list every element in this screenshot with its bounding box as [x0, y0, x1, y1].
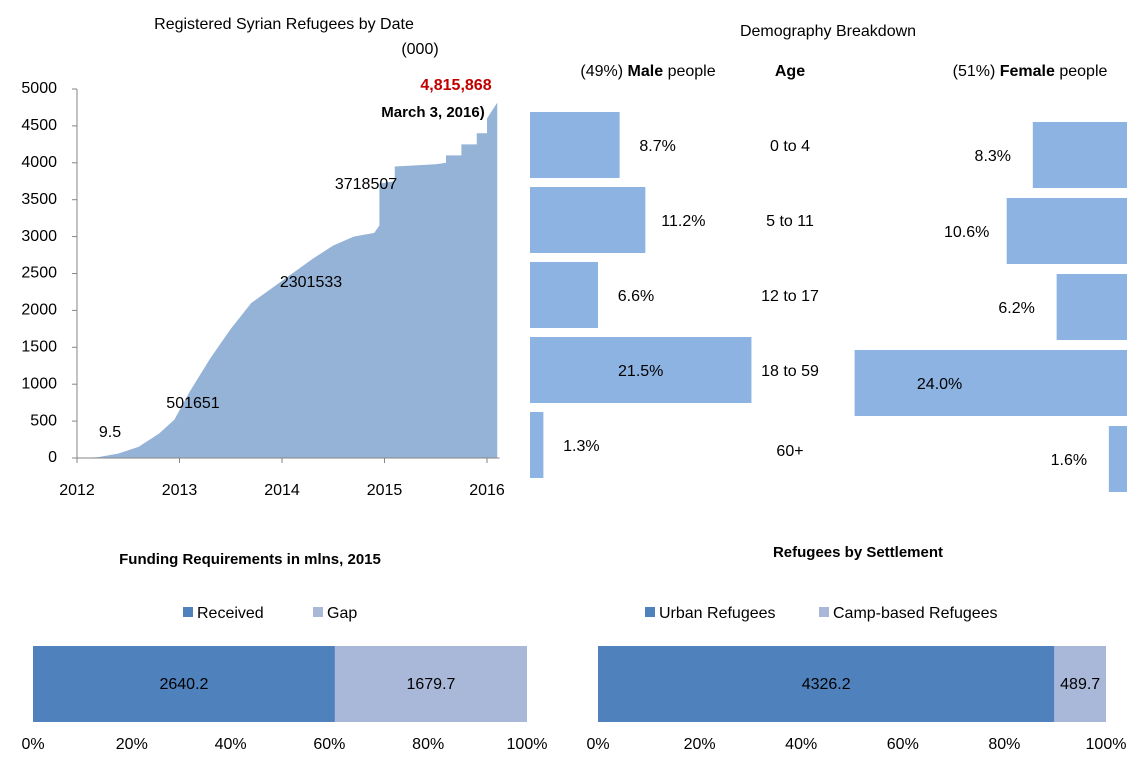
y-tick-label: 5000	[21, 80, 57, 97]
x-tick-label: 0%	[21, 736, 44, 753]
y-tick-label: 500	[30, 412, 57, 429]
y-tick-label: 3500	[21, 191, 57, 208]
bar	[854, 350, 1127, 416]
bar-segment	[598, 646, 1055, 722]
chart-title: Registered Syrian Refugees by Date	[154, 16, 414, 33]
male-share: (49%)	[580, 63, 623, 80]
bar	[1056, 274, 1127, 340]
chart-subtitle: (000)	[401, 41, 438, 58]
bar	[530, 187, 646, 253]
legend-label: Gap	[327, 605, 357, 622]
annotation: 501651	[166, 395, 219, 412]
legend-label: Camp-based Refugees	[833, 605, 998, 622]
x-tick-label: 20%	[684, 736, 716, 753]
female-label: Female	[1000, 63, 1055, 80]
y-tick-label: 2000	[21, 302, 57, 319]
x-tick-label: 2013	[162, 482, 198, 499]
category-label: 0 to 4	[770, 138, 810, 155]
y-tick-label: 0	[48, 449, 57, 466]
category-label: 5 to 11	[766, 213, 814, 230]
female-header: (51%) Female people	[953, 63, 1108, 80]
value-label: 2640.2	[159, 676, 208, 693]
chart-title: Funding Requirements in mlns, 2015	[119, 551, 381, 568]
y-tick-label: 1500	[21, 339, 57, 356]
value-label: 489.7	[1060, 676, 1100, 693]
bar-segment	[334, 646, 527, 722]
value-label: 6.6%	[618, 288, 654, 305]
x-tick-label: 60%	[313, 736, 345, 753]
bar-segment	[1054, 646, 1106, 722]
legend-swatch	[645, 607, 655, 617]
x-tick-label: 2012	[59, 482, 95, 499]
annotation: 4,815,868	[420, 77, 491, 94]
bar	[530, 412, 544, 478]
age-header: Age	[775, 63, 805, 80]
x-tick-label: 0%	[586, 736, 609, 753]
chart-title: Refugees by Settlement	[773, 544, 943, 561]
annotation: March 3, 2016)	[381, 104, 484, 121]
bar	[1006, 198, 1127, 264]
x-tick-label: 80%	[988, 736, 1020, 753]
bar	[530, 337, 752, 403]
x-tick-label: 100%	[507, 736, 548, 753]
category-label: 18 to 59	[761, 363, 819, 380]
male-label: Male	[628, 63, 664, 80]
x-tick-label: 2015	[367, 482, 403, 499]
value-label: 8.3%	[975, 148, 1011, 165]
legend-label: Urban Refugees	[659, 605, 776, 622]
bar	[530, 112, 620, 178]
x-tick-label: 60%	[887, 736, 919, 753]
chart-title: Demography Breakdown	[740, 23, 916, 40]
x-tick-label: 2014	[264, 482, 300, 499]
x-tick-label: 2016	[469, 482, 505, 499]
bar	[530, 262, 598, 328]
category-label: 12 to 17	[761, 288, 819, 305]
x-tick-label: 40%	[785, 736, 817, 753]
value-label: 10.6%	[944, 224, 989, 241]
value-label: 1.3%	[563, 438, 599, 455]
area	[77, 102, 498, 458]
annotation: 3718507	[335, 176, 397, 193]
male-header: (49%) Male people	[580, 63, 715, 80]
female-share: (51%)	[953, 63, 996, 80]
value-label: 1679.7	[406, 676, 455, 693]
value-label: 6.2%	[998, 300, 1034, 317]
annotation: 9.5	[99, 424, 121, 441]
y-tick-label: 1000	[21, 375, 57, 392]
y-tick-label: 4500	[21, 117, 57, 134]
y-tick-label: 4000	[21, 154, 57, 171]
category-label: 60+	[776, 443, 803, 460]
x-tick-label: 40%	[215, 736, 247, 753]
bar-segment	[33, 646, 335, 722]
value-label: 21.5%	[618, 363, 663, 380]
legend-swatch	[819, 607, 829, 617]
male-suffix: people	[668, 63, 716, 80]
x-tick-label: 80%	[412, 736, 444, 753]
y-tick-label: 2500	[21, 265, 57, 282]
value-label: 1.6%	[1051, 452, 1087, 469]
legend-swatch	[183, 607, 193, 617]
bar	[1032, 122, 1127, 188]
value-label: 8.7%	[639, 138, 675, 155]
bar	[1108, 426, 1127, 492]
legend-swatch	[313, 607, 323, 617]
value-label: 4326.2	[802, 676, 851, 693]
y-tick-label: 3000	[21, 228, 57, 245]
legend-label: Received	[197, 605, 264, 622]
value-label: 11.2%	[661, 213, 705, 230]
value-label: 24.0%	[917, 376, 962, 393]
x-tick-label: 100%	[1086, 736, 1127, 753]
x-tick-label: 20%	[116, 736, 148, 753]
annotation: 2301533	[280, 274, 342, 291]
female-suffix: people	[1059, 63, 1107, 80]
